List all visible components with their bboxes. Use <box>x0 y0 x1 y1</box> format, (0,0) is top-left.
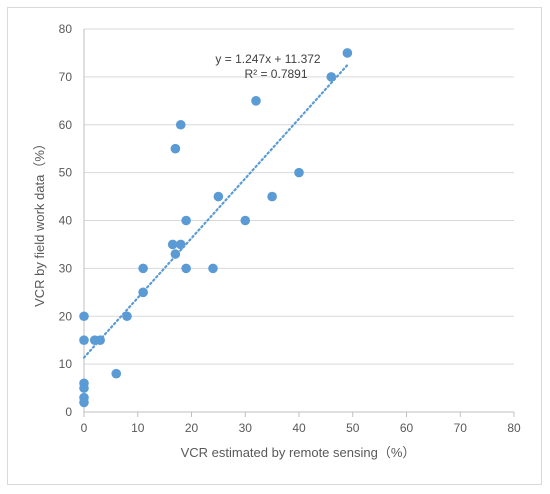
axes <box>83 29 515 417</box>
y-tick-label: 40 <box>59 214 73 228</box>
x-tick-label: 10 <box>131 421 145 435</box>
data-point <box>294 167 304 178</box>
data-point <box>95 335 105 345</box>
data-point <box>167 239 178 250</box>
data-point <box>326 72 337 82</box>
x-tick-label: 30 <box>239 421 253 435</box>
data-point <box>181 215 191 226</box>
y-tick-label: 70 <box>59 70 73 84</box>
data-point <box>240 215 251 226</box>
data-point <box>175 119 186 130</box>
data-point <box>213 191 224 202</box>
y-tick-label: 60 <box>59 118 73 132</box>
data-point <box>79 383 89 393</box>
trendline-group <box>82 63 349 359</box>
y-tick-label: 30 <box>59 261 73 275</box>
data-point <box>79 335 89 345</box>
x-tick-label: 70 <box>454 421 468 435</box>
data-point <box>111 368 122 379</box>
data-point <box>170 249 181 259</box>
x-tick-label: 40 <box>292 421 306 435</box>
trendline-equation: y = 1.247x + 11.372 <box>215 52 321 66</box>
data-point <box>251 96 261 106</box>
data-point <box>138 287 148 298</box>
x-tick-label: 80 <box>507 421 521 435</box>
data-point <box>175 239 186 250</box>
y-tick-label: 0 <box>65 405 72 419</box>
data-point <box>79 397 89 408</box>
tick-labels: 0 10 20 30 40 50 60 70 80 0 10 20 30 40 50 60 70 80 <box>59 22 521 435</box>
data-point <box>79 311 89 322</box>
y-tick-label: 50 <box>59 166 73 180</box>
x-tick-label: 20 <box>185 421 199 435</box>
data-point <box>122 311 132 322</box>
chart-frame <box>7 7 542 485</box>
data-point <box>208 263 218 274</box>
y-tick-label: 20 <box>59 309 73 323</box>
y-tick-label: 10 <box>59 357 73 371</box>
data-point <box>267 191 277 202</box>
x-axis-title: VCR estimated by remote sensing（%） <box>181 445 416 460</box>
data-points <box>79 48 353 408</box>
data-point <box>138 263 148 274</box>
data-point <box>342 48 353 58</box>
y-tick-label: 80 <box>59 22 73 36</box>
x-tick-label: 0 <box>81 421 88 435</box>
data-point <box>181 263 191 274</box>
r-squared-label: R² = 0.7891 <box>244 67 307 81</box>
trendline <box>82 63 349 359</box>
data-point <box>170 143 181 154</box>
x-tick-label: 60 <box>400 421 414 435</box>
y-axis-title: VCR by field work data（%） <box>32 137 47 307</box>
x-tick-label: 50 <box>346 421 360 435</box>
